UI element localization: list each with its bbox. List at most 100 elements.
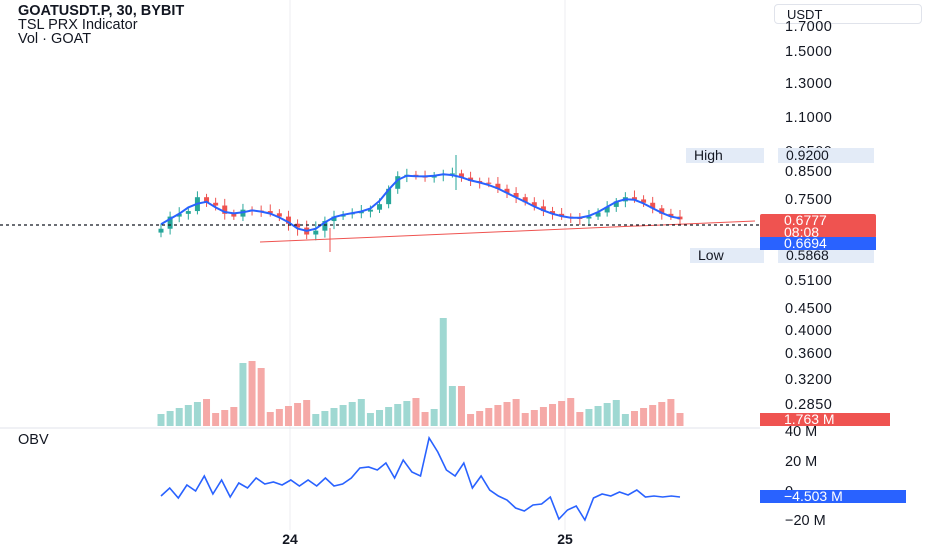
volume-bar (339, 405, 347, 426)
volume-bar (284, 406, 292, 426)
volume-bar (594, 406, 602, 426)
candle-body (322, 221, 328, 231)
volume-bar (658, 402, 666, 426)
candle-body (659, 208, 665, 214)
candle-body (586, 216, 592, 219)
price-tick: 0.3600 (785, 346, 833, 362)
price-tick: 1.7000 (785, 19, 833, 35)
price-tick: 0.4000 (785, 323, 833, 339)
volume-bar (294, 403, 302, 426)
price-tick: 0.4500 (785, 301, 833, 317)
volume-bar (394, 404, 402, 426)
volume-bar (266, 412, 274, 426)
volume-bar (494, 405, 502, 426)
volume-bar (503, 402, 511, 426)
high-value: 0.9200 (778, 148, 874, 163)
price-tick: 1.3000 (785, 76, 833, 92)
candle-body (668, 213, 674, 217)
candle-body (604, 206, 610, 213)
candle-body (595, 212, 601, 217)
volume-bar (175, 408, 183, 426)
volume-title[interactable]: Vol · GOAT (18, 31, 92, 47)
candle-body (213, 202, 219, 206)
high-label: High (686, 148, 764, 163)
price-tick: 0.2850 (785, 397, 833, 413)
volume-bar (348, 402, 356, 426)
volume-bar (667, 399, 675, 426)
volume-bar (640, 408, 648, 426)
volume-bar (603, 403, 611, 426)
volume-bar (612, 400, 620, 426)
candle-body (204, 197, 210, 203)
time-label-24: 24 (282, 531, 298, 547)
candle-body (231, 213, 237, 217)
volume-bar (539, 407, 547, 426)
price-tick: 1.1000 (785, 110, 833, 126)
volume-bar (257, 368, 265, 426)
volume-bar (421, 412, 429, 426)
price-tick: 0.5100 (785, 273, 833, 289)
candle-body (522, 197, 528, 203)
low-value: 0.5868 (778, 248, 874, 263)
candle-body (158, 228, 164, 233)
obv-pane-title[interactable]: OBV (18, 432, 49, 448)
currency-unit-button[interactable]: USDT (774, 4, 922, 24)
volume-bar (476, 411, 484, 426)
obv-value-tag: −4.503 M (760, 489, 906, 503)
candle-body (185, 211, 191, 214)
volume-bar (385, 407, 393, 426)
volume-bar (166, 411, 174, 426)
candle-body (285, 216, 291, 224)
candle-body (458, 173, 464, 178)
volume-bar (512, 399, 520, 426)
volume-bar (330, 408, 338, 426)
price-tick: 0.3200 (785, 372, 833, 388)
volume-bar (530, 410, 538, 426)
volume-bar (649, 405, 657, 426)
volume-bar (157, 414, 165, 426)
candle-body (176, 213, 182, 217)
volume-bar (366, 413, 374, 426)
price-tick: 0.7500 (785, 192, 833, 208)
candle-body (386, 188, 392, 205)
candle-countdown: 08:08 (784, 224, 820, 240)
volume-bar (439, 318, 447, 426)
candle-body (276, 213, 282, 217)
candle-body (531, 202, 537, 207)
last-price-value: 0.6777 (784, 212, 827, 228)
price-tick: 1.5000 (785, 44, 833, 60)
volume-bar (430, 409, 438, 426)
volume-bar (567, 398, 575, 426)
low-label: Low (690, 248, 764, 263)
candle-body (395, 176, 401, 189)
candle-body (540, 206, 546, 212)
candle-body (295, 223, 301, 228)
volume-bar (248, 361, 256, 426)
candle-body (331, 216, 337, 222)
indicator-title[interactable]: TSL PRX Indicator (18, 17, 138, 33)
candle-body (367, 209, 373, 212)
volume-bar (203, 399, 211, 426)
volume-bar (212, 413, 220, 426)
volume-bar (193, 402, 201, 426)
candle-body (449, 173, 455, 175)
candle-body (513, 193, 519, 198)
candle-body (641, 199, 647, 203)
volume-bar (448, 386, 456, 426)
volume-bar (403, 401, 411, 426)
volume-bar (376, 410, 384, 426)
symbol-title[interactable]: GOATUSDT.P, 30, BYBIT (18, 3, 185, 19)
candle-body (550, 211, 556, 214)
volume-bar (184, 405, 192, 426)
candle-body (313, 230, 319, 235)
volume-bar (312, 414, 320, 426)
obv-line (160, 435, 681, 522)
volume-bar (576, 412, 584, 426)
volume-bar (630, 411, 638, 426)
candle-body (377, 204, 383, 210)
candle-body (468, 177, 474, 181)
price-tick: 0.8500 (785, 164, 833, 180)
volume-bar (558, 401, 566, 426)
